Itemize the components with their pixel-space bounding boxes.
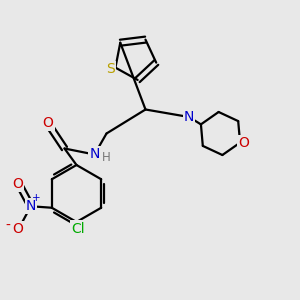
Text: Cl: Cl xyxy=(71,222,85,236)
Text: N: N xyxy=(26,199,36,213)
Text: -: - xyxy=(5,219,10,233)
Text: O: O xyxy=(12,177,23,191)
Text: N: N xyxy=(184,110,194,124)
Text: S: S xyxy=(106,62,115,76)
Text: O: O xyxy=(12,222,23,236)
Text: H: H xyxy=(101,151,110,164)
Text: N: N xyxy=(89,148,100,161)
Text: +: + xyxy=(32,193,40,203)
Text: O: O xyxy=(238,136,249,150)
Text: O: O xyxy=(43,116,53,130)
